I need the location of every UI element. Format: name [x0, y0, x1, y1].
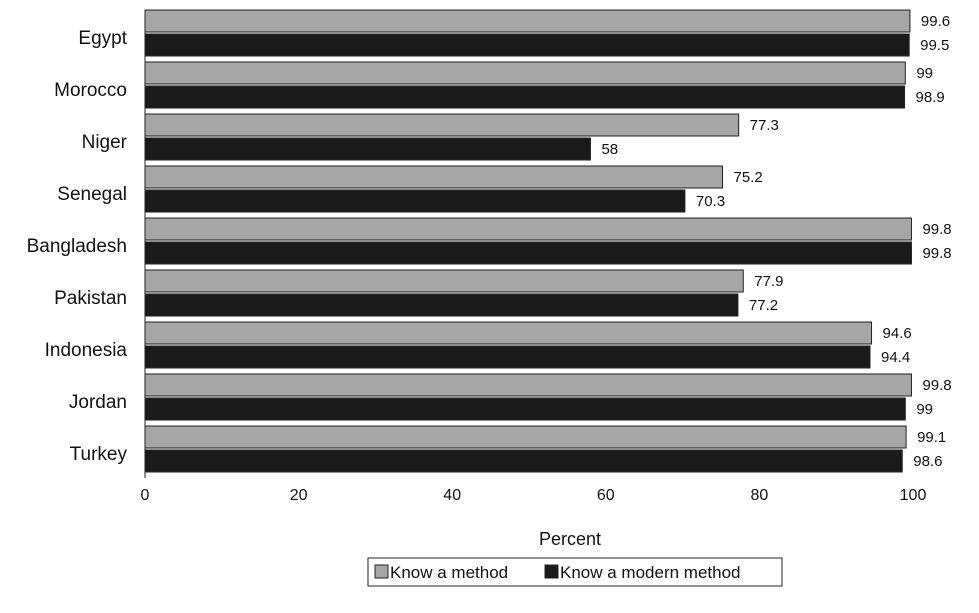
legend-label-know-a-method: Know a method	[390, 563, 508, 582]
bar-bangladesh-know-a-modern-method	[144, 241, 912, 265]
legend-swatch-know-a-modern-method	[544, 564, 559, 579]
category-label-indonesia: Indonesia	[45, 340, 128, 361]
bars-group: 99.6 99.5 99 98.9 77.3 58 75.2 70.3 99.8 99.8 77.9…	[144, 9, 952, 473]
data-label-turkey-know-a-modern-method: 98.6	[913, 453, 942, 470]
legend-box	[367, 557, 783, 587]
category-label-senegal: Senegal	[57, 184, 127, 205]
legend-label-know-a-modern-method: Know a modern method	[560, 563, 741, 582]
bar-egypt-know-a-method	[144, 9, 911, 33]
data-label-pakistan-know-a-method: 77.9	[754, 273, 783, 290]
bar-morocco-know-a-modern-method	[144, 85, 906, 109]
data-label-egypt-know-a-method: 99.6	[921, 13, 950, 30]
data-label-egypt-know-a-modern-method: 99.5	[920, 37, 949, 54]
data-label-senegal-know-a-modern-method: 70.3	[696, 193, 725, 210]
bar-indonesia-know-a-method	[144, 321, 873, 345]
bar-turkey-know-a-modern-method	[144, 449, 903, 473]
bar-jordan-know-a-modern-method	[144, 397, 906, 421]
x-tick-label-100: 100	[900, 487, 927, 504]
bar-indonesia-know-a-modern-method	[144, 345, 871, 369]
category-label-egypt: Egypt	[78, 28, 127, 49]
data-label-senegal-know-a-method: 75.2	[734, 169, 763, 186]
data-label-morocco-know-a-method: 99	[916, 65, 933, 82]
bar-turkey-know-a-method	[144, 425, 907, 449]
x-tick-label-20: 20	[290, 487, 308, 504]
category-label-jordan: Jordan	[69, 392, 127, 413]
legend: Know a method Know a modern method	[367, 557, 783, 587]
data-label-morocco-know-a-modern-method: 98.9	[916, 89, 945, 106]
data-label-jordan-know-a-method: 99.8	[922, 377, 951, 394]
x-tick-label-80: 80	[751, 487, 769, 504]
bar-morocco-know-a-method	[144, 61, 906, 85]
bar-jordan-know-a-method	[144, 373, 912, 397]
bar-egypt-know-a-modern-method	[144, 33, 910, 57]
category-label-pakistan: Pakistan	[54, 288, 127, 309]
data-label-bangladesh-know-a-modern-method: 99.8	[922, 245, 951, 262]
x-tick-label-40: 40	[443, 487, 461, 504]
data-label-bangladesh-know-a-method: 99.8	[922, 221, 951, 238]
bar-bangladesh-know-a-method	[144, 217, 912, 241]
data-label-jordan-know-a-modern-method: 99	[916, 401, 933, 418]
legend-swatch-know-a-method	[374, 564, 389, 579]
category-label-turkey: Turkey	[70, 444, 128, 465]
bar-pakistan-know-a-modern-method	[144, 293, 739, 317]
bar-pakistan-know-a-method	[144, 269, 744, 293]
category-label-niger: Niger	[82, 132, 128, 153]
data-label-pakistan-know-a-modern-method: 77.2	[749, 297, 778, 314]
data-label-niger-know-a-method: 77.3	[750, 117, 779, 134]
bar-senegal-know-a-method	[144, 165, 724, 189]
x-axis-title: Percent	[539, 529, 601, 549]
category-labels: Egypt Morocco Niger Senegal Bangladesh Pakist…	[27, 28, 128, 465]
x-tick-label-0: 0	[141, 487, 150, 504]
category-label-morocco: Morocco	[54, 80, 127, 101]
data-label-indonesia-know-a-modern-method: 94.4	[881, 349, 910, 366]
bar-niger-know-a-method	[144, 113, 740, 137]
category-label-bangladesh: Bangladesh	[27, 236, 127, 257]
data-label-niger-know-a-modern-method: 58	[601, 141, 618, 158]
data-label-indonesia-know-a-method: 94.6	[883, 325, 912, 342]
x-axis-ticks: 0 20 40 60 80 100	[141, 487, 927, 504]
bar-senegal-know-a-modern-method	[144, 189, 686, 213]
x-tick-label-60: 60	[597, 487, 615, 504]
data-label-turkey-know-a-method: 99.1	[917, 429, 946, 446]
bar-niger-know-a-modern-method	[144, 137, 591, 161]
